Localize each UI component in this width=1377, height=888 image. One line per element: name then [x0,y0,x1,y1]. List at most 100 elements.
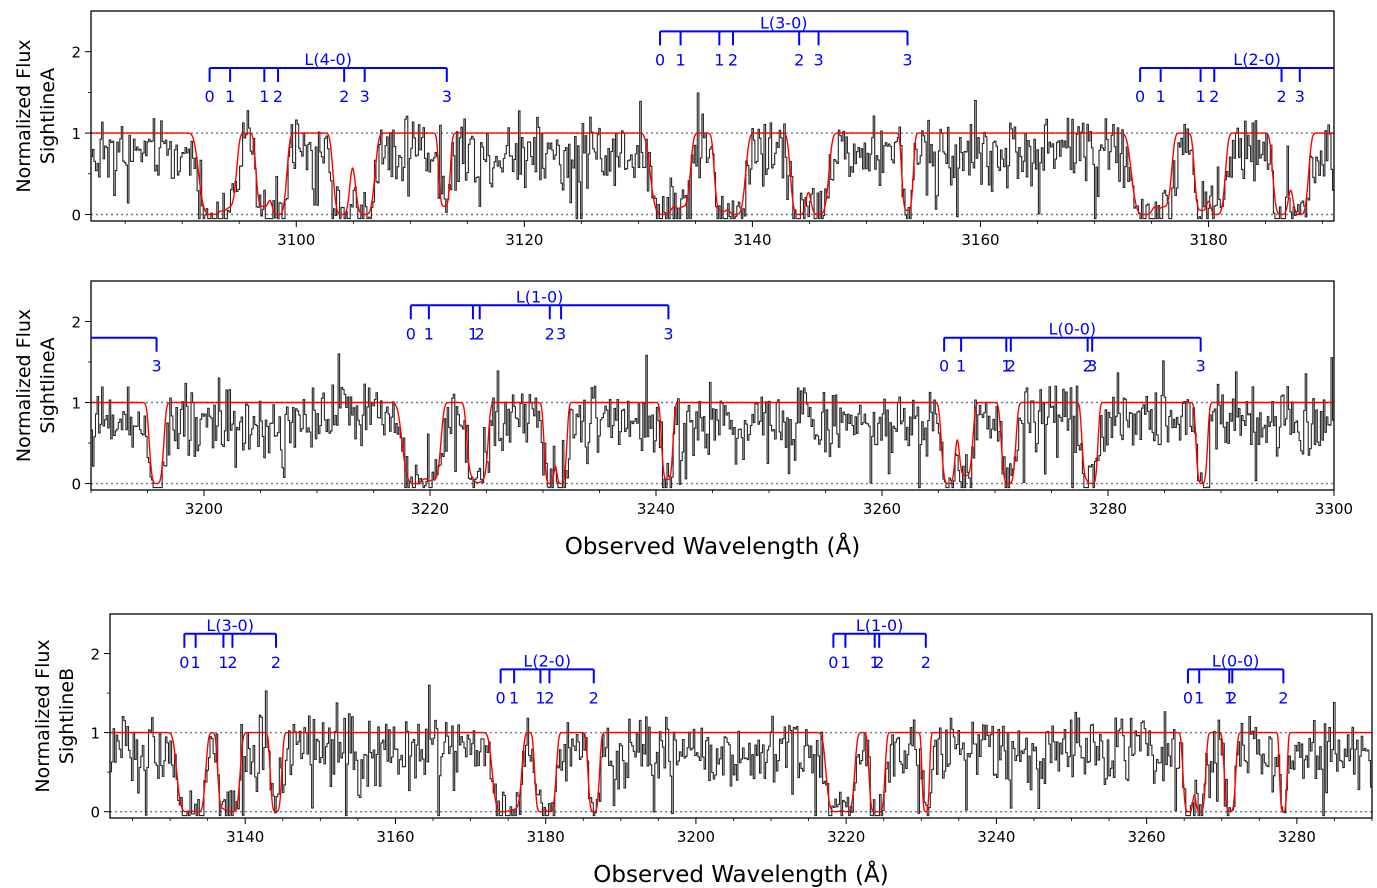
y-tick-label: 2 [71,314,81,332]
line-marker-label: 1 [424,324,434,343]
line-marker-label: 3 [1295,87,1305,106]
line-marker-label: 2 [728,50,738,69]
x-tick-label: 3140 [226,828,264,846]
x-tick-label: 3200 [185,500,223,518]
line-system-label: L(3-0) [206,616,254,635]
line-marker-label: 2 [921,653,931,672]
y-tick-label: 0 [90,804,100,822]
x-axis-label: Observed Wavelength (Å) [593,860,888,888]
line-system-label: L(2-0) [523,651,571,670]
x-tick-label: 3260 [863,500,901,518]
line-system-l-1-0-: 0 1 12 2 3 3L(1-0) [406,287,674,343]
x-axis-label: Observed Wavelength (Å) [565,532,860,560]
line-system-label: L(1-0) [856,616,904,635]
x-tick-label: 3300 [1315,500,1353,518]
line-marker-label: 3 [151,357,161,376]
line-system-l-2-0-: 0 1 1 2 2 3L(2-0) [1135,50,1334,106]
y-axis-label: Normalized Flux SightlineB [32,639,78,792]
line-marker-label: 1 [535,688,545,707]
model-fit-series [110,731,1372,813]
line-marker-label: 3 [442,87,452,106]
line-marker-label: 1 [956,357,966,376]
line-marker-label: 2 [545,324,555,343]
line-marker-label: 1 [191,653,201,672]
x-tick-label: 3120 [505,231,543,249]
line-marker-label: 2 [1278,688,1288,707]
x-tick-label: 3220 [411,500,449,518]
x-tick-label: 3280 [1278,828,1316,846]
model-fit-series [91,132,1334,216]
y-tick-label: 2 [71,44,81,62]
y-tick-label: 1 [90,725,100,743]
line-marker-label: 0 [205,87,215,106]
line-marker-label: 0 [406,324,416,343]
line-marker-label: 2 [1209,87,1219,106]
x-tick-label: 3240 [637,500,675,518]
line-marker-label: 2 [1006,357,1016,376]
line-system-l-1-0-: 0 1 12 2L(1-0) [828,616,931,672]
line-marker-label: 2 [794,50,804,69]
line-marker-label: 1 [840,653,850,672]
y-axis-label-line: SightlineA [37,337,59,433]
x-tick-label: 3160 [376,828,414,846]
line-marker-label: 3 [902,50,912,69]
line-marker-label: 0 [828,653,838,672]
line-marker-label: 1 [259,87,269,106]
x-tick-label: 3160 [961,231,999,249]
plot-area [91,353,1334,489]
line-marker-label: 1 [218,653,228,672]
y-axis-label: Normalized Flux SightlineA [13,39,59,192]
line-marker-label: 1 [509,688,519,707]
line-system-label: L(2-0) [1233,50,1281,69]
line-marker-label: 1 [225,87,235,106]
x-tick-label: 3260 [1128,828,1166,846]
line-system-label: L(4-0) [304,50,352,69]
line-marker-label: 2 [1227,688,1237,707]
plot-area [91,92,1334,220]
line-marker-label: 3 [1196,357,1206,376]
line-marker-label: 0 [179,653,189,672]
plot-frame [90,280,1335,491]
line-marker-label: 0 [655,50,665,69]
x-tick-label: 3280 [1089,500,1127,518]
line-identifications: 0 1 1 2 2 3 3L(4-0) 0 1 1 2 2 3 3L(3-0)0 1 1 2 2 3L(2-0) [205,13,1334,106]
line-system-l-0-0-: 0 1 12 2L(0-0) [1183,651,1289,707]
y-axis-label: Normalized Flux SightlineA [13,309,59,462]
line-marker-label: 3 [813,50,823,69]
line-marker-label: 2 [475,324,485,343]
line-marker-label: 1 [714,50,724,69]
x-tick-label: 3200 [677,828,715,846]
line-marker-label: 3 [663,324,673,343]
line-system-l-3-0-: 0 1 1 2 2 3 3L(3-0) [655,13,913,69]
line-system-label: L(3-0) [760,13,808,32]
plot-area [110,684,1372,817]
line-system-label: L(0-0) [1212,651,1260,670]
x-tick-label: 3180 [1189,231,1227,249]
line-system-l-2-0-: 0 1 12 2L(2-0) [496,651,599,707]
x-tick-label: 3140 [733,231,771,249]
line-marker-label: 2 [339,87,349,106]
line-marker-label: 1 [1194,688,1204,707]
line-marker-label: 2 [1083,357,1093,376]
x-tick-label: 3240 [977,828,1015,846]
line-marker-label: 0 [1135,87,1145,106]
line-identifications: 0 1 12 2L(3-0)0 1 12 2L(2-0) 0 1 12 2L(1-0)0 1 12 2L(… [179,616,1288,708]
line-marker-label: 2 [227,653,237,672]
y-axis-label-line: SightlineA [37,68,59,164]
line-marker-label: 1 [468,324,478,343]
line-marker-label: 1 [675,50,685,69]
panel-3: 3140 3160 3180 3200 3220 3240 3260 3280012Norma… [32,613,1373,888]
x-tick-label: 3100 [277,231,315,249]
line-marker-label: 0 [1183,688,1193,707]
line-identifications: 0 1 12 2 3 3L(1-0)3 0 1 12 23 3L(0-0) [91,287,1206,376]
line-marker-label: 1 [870,653,880,672]
line-marker-label: 3 [1087,357,1097,376]
line-system-label: L(1-0) [516,287,564,306]
x-tick-label: 3180 [527,828,565,846]
line-marker-label: 0 [939,357,949,376]
observed-flux-series [110,684,1372,817]
plot-frame [109,613,1373,819]
